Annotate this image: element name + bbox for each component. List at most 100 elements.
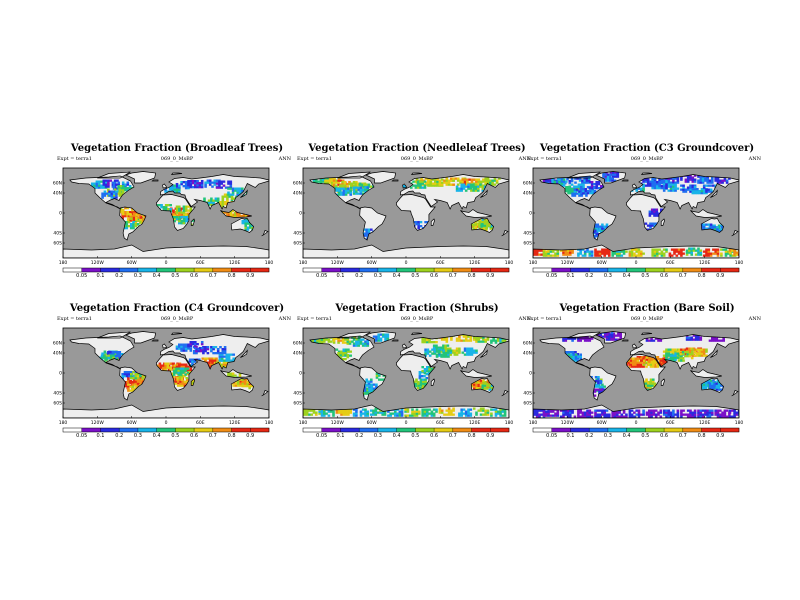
data-cell — [605, 248, 609, 251]
data-cell — [702, 190, 706, 193]
data-cell — [469, 337, 473, 340]
data-cell — [637, 248, 641, 251]
data-cell — [585, 179, 589, 182]
colorbar-swatch — [231, 268, 251, 272]
ytick-label: 60S — [523, 241, 532, 247]
data-cell — [443, 338, 446, 341]
data-cell — [352, 188, 356, 191]
colorbar-swatch — [137, 428, 157, 432]
coastline-arctic-islands — [567, 171, 601, 179]
data-cell — [200, 182, 204, 185]
data-cell — [179, 373, 183, 376]
data-cell — [662, 185, 666, 188]
data-cell — [224, 186, 228, 189]
data-cell — [115, 357, 119, 360]
data-cell — [426, 366, 429, 369]
data-cell — [583, 336, 587, 338]
data-cell — [328, 177, 332, 180]
data-cell — [128, 381, 132, 384]
data-cell — [450, 413, 453, 416]
data-cell — [649, 226, 652, 229]
data-cell — [635, 365, 638, 368]
coastline-south-america — [359, 366, 387, 401]
data-cell — [414, 385, 418, 388]
data-cell — [128, 187, 132, 190]
data-cell — [618, 254, 621, 257]
data-cell — [221, 197, 225, 200]
data-cell — [332, 412, 335, 415]
xtick-label: 120E — [229, 420, 241, 426]
data-cell — [665, 183, 668, 186]
data-cell — [482, 409, 485, 412]
data-cell — [722, 248, 725, 251]
data-cell — [463, 180, 467, 183]
data-cell — [108, 190, 111, 193]
data-cell — [442, 355, 446, 358]
data-cell — [628, 254, 632, 257]
data-cell — [657, 212, 661, 215]
data-cell — [367, 380, 371, 383]
data-cell — [134, 384, 138, 387]
data-cell — [341, 341, 345, 344]
data-cell — [419, 384, 423, 387]
data-cell — [421, 412, 424, 415]
data-cell — [211, 359, 214, 362]
data-cell — [649, 365, 653, 368]
data-cell — [223, 203, 227, 206]
data-cell — [189, 369, 193, 372]
data-cell — [560, 184, 564, 187]
data-cell — [103, 190, 107, 193]
data-cell — [246, 220, 249, 223]
data-cell — [702, 254, 706, 257]
data-cell — [444, 347, 447, 350]
data-cell — [704, 177, 707, 180]
data-cell — [483, 224, 487, 227]
data-cell — [650, 358, 653, 361]
data-cell — [727, 252, 730, 255]
coastline-britain — [162, 343, 168, 349]
data-cell — [700, 354, 704, 357]
data-cell — [602, 173, 605, 176]
data-cell — [104, 179, 108, 182]
data-cell — [173, 216, 176, 219]
coastline-australia — [230, 218, 255, 233]
data-cell — [493, 179, 497, 182]
data-cell — [665, 187, 668, 190]
data-cell — [674, 187, 677, 190]
data-cell — [565, 188, 568, 191]
data-cell — [344, 191, 348, 194]
data-cell — [423, 412, 427, 415]
coastline-iceland — [151, 179, 159, 182]
data-cell — [560, 180, 564, 183]
data-cell — [226, 195, 229, 198]
data-cell — [674, 183, 677, 186]
data-cell — [649, 382, 652, 385]
data-cell — [339, 356, 343, 359]
data-cell — [354, 184, 358, 187]
data-cell — [672, 185, 675, 188]
data-cell — [359, 410, 363, 413]
data-cell — [416, 186, 420, 189]
data-cell — [436, 178, 439, 181]
data-cell — [416, 387, 420, 390]
data-cell — [656, 356, 660, 359]
data-cell — [244, 228, 247, 231]
data-cell — [181, 384, 184, 387]
data-cell — [451, 349, 454, 352]
data-cell — [477, 340, 481, 343]
data-cell — [477, 383, 481, 386]
data-cell — [694, 249, 698, 252]
data-cell — [665, 354, 668, 357]
data-cell — [118, 355, 122, 358]
data-cell — [415, 414, 419, 417]
data-cell — [471, 225, 475, 228]
data-cell — [241, 383, 245, 386]
data-cell — [445, 179, 449, 182]
data-cell — [649, 384, 652, 387]
data-cell — [554, 252, 557, 255]
data-cell — [583, 254, 587, 257]
data-cell — [455, 189, 459, 192]
data-cell — [342, 193, 346, 196]
data-cell — [477, 185, 480, 188]
data-cell — [547, 252, 550, 255]
